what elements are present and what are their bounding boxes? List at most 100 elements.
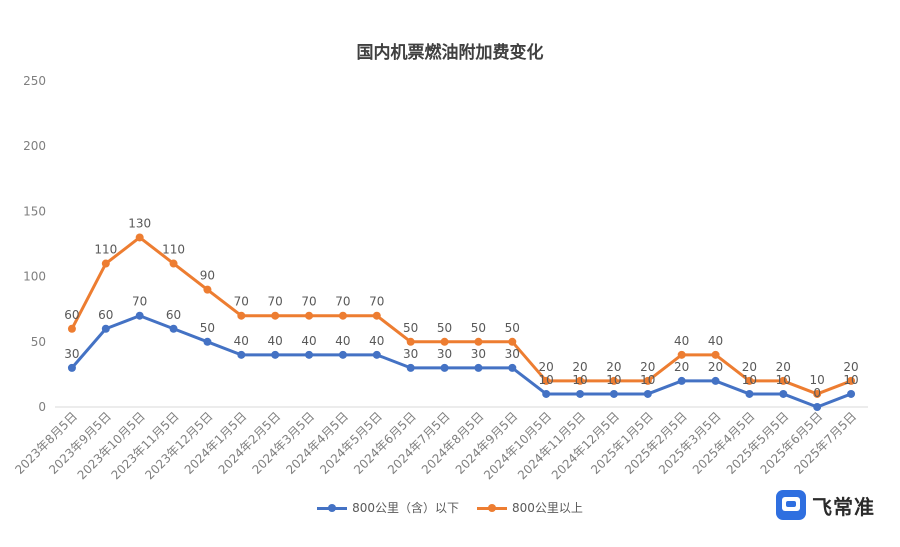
data-point[interactable] — [474, 363, 483, 372]
data-point[interactable] — [745, 389, 754, 398]
data-label: 20 — [742, 360, 757, 374]
data-point[interactable] — [474, 337, 483, 346]
data-point[interactable] — [67, 363, 76, 372]
data-label: 110 — [94, 243, 117, 257]
series-line-0 — [70, 314, 853, 409]
data-point[interactable] — [135, 311, 144, 320]
data-point[interactable] — [508, 363, 517, 372]
data-label: 10 — [539, 373, 554, 387]
data-label: 20 — [708, 360, 723, 374]
data-label: 10 — [572, 373, 587, 387]
data-label: 30 — [437, 347, 452, 361]
data-label: 70 — [369, 295, 384, 309]
data-label: 60 — [64, 308, 79, 322]
data-label: 50 — [403, 321, 418, 335]
data-point[interactable] — [779, 389, 788, 398]
data-label: 50 — [437, 321, 452, 335]
data-label: 90 — [200, 269, 215, 283]
data-point[interactable] — [576, 389, 585, 398]
data-label: 70 — [234, 295, 249, 309]
data-point[interactable] — [542, 389, 551, 398]
data-point[interactable] — [643, 376, 652, 385]
data-point[interactable] — [169, 259, 178, 268]
data-point[interactable] — [237, 350, 246, 359]
data-point[interactable] — [305, 350, 314, 359]
chart-title: 国内机票燃油附加费变化 — [356, 43, 544, 63]
data-point[interactable] — [237, 311, 246, 320]
data-label: 30 — [471, 347, 486, 361]
data-point[interactable] — [677, 350, 686, 359]
data-label: 40 — [301, 334, 316, 348]
data-point[interactable] — [101, 259, 110, 268]
data-point[interactable] — [643, 389, 652, 398]
data-point[interactable] — [779, 376, 788, 385]
data-label: 70 — [335, 295, 350, 309]
data-label: 40 — [335, 334, 350, 348]
data-point[interactable] — [372, 350, 381, 359]
data-point[interactable] — [372, 311, 381, 320]
data-label: 20 — [843, 360, 858, 374]
legend-item-above-800[interactable]: 800公里以上 — [477, 499, 583, 516]
data-point[interactable] — [813, 403, 822, 411]
data-point[interactable] — [508, 337, 517, 346]
data-label: 130 — [128, 216, 151, 230]
series-line-1 — [70, 235, 853, 396]
data-point[interactable] — [542, 376, 551, 385]
data-point[interactable] — [609, 389, 618, 398]
data-point[interactable] — [847, 389, 856, 398]
data-point[interactable] — [677, 376, 686, 385]
data-label: 50 — [200, 321, 215, 335]
data-label: 0 — [813, 386, 821, 400]
data-label: 60 — [98, 308, 113, 322]
data-point[interactable] — [101, 324, 110, 333]
legend-swatch-below-800 — [317, 502, 348, 514]
data-point[interactable] — [406, 337, 415, 346]
data-label: 30 — [403, 347, 418, 361]
data-point[interactable] — [271, 350, 280, 359]
data-point[interactable] — [67, 324, 76, 333]
data-label: 40 — [234, 334, 249, 348]
legend-label-above-800: 800公里以上 — [512, 501, 583, 515]
data-label: 70 — [132, 295, 147, 309]
data-point[interactable] — [203, 285, 212, 294]
airplane-logo-icon — [776, 490, 806, 520]
y-tick-label: 0 — [38, 400, 46, 414]
data-label: 70 — [268, 295, 283, 309]
legend-item-below-800[interactable]: 800公里（含）以下 — [317, 499, 459, 516]
data-point[interactable] — [711, 376, 720, 385]
y-tick-label: 50 — [31, 335, 46, 349]
data-label: 40 — [674, 334, 689, 348]
data-point[interactable] — [169, 324, 178, 333]
data-point[interactable] — [338, 350, 347, 359]
y-tick-label: 150 — [23, 204, 46, 218]
data-point[interactable] — [338, 311, 347, 320]
data-point[interactable] — [440, 337, 449, 346]
data-label: 70 — [301, 295, 316, 309]
data-label: 10 — [843, 373, 858, 387]
legend-label-below-800: 800公里（含）以下 — [352, 501, 459, 515]
data-point[interactable] — [135, 233, 144, 242]
data-point[interactable] — [745, 376, 754, 385]
data-label: 10 — [606, 373, 621, 387]
data-point[interactable] — [609, 376, 618, 385]
data-point[interactable] — [847, 376, 856, 385]
data-point[interactable] — [576, 376, 585, 385]
data-point[interactable] — [203, 337, 212, 346]
data-point[interactable] — [305, 311, 314, 320]
data-label: 40 — [369, 334, 384, 348]
data-point[interactable] — [271, 311, 280, 320]
data-label: 20 — [776, 360, 791, 374]
data-point[interactable] — [406, 363, 415, 372]
data-point[interactable] — [813, 389, 822, 398]
brand-logo-text: 飞常准 — [812, 494, 875, 519]
data-label: 40 — [708, 334, 723, 348]
data-point[interactable] — [711, 350, 720, 359]
legend: 800公里（含）以下 800公里以上 — [0, 499, 900, 516]
x-tick-label: 2025年7月5日 — [791, 409, 859, 477]
data-label: 20 — [674, 360, 689, 374]
y-tick-label: 250 — [23, 74, 46, 88]
data-label: 30 — [64, 347, 79, 361]
data-point[interactable] — [440, 363, 449, 372]
data-label: 20 — [606, 360, 621, 374]
